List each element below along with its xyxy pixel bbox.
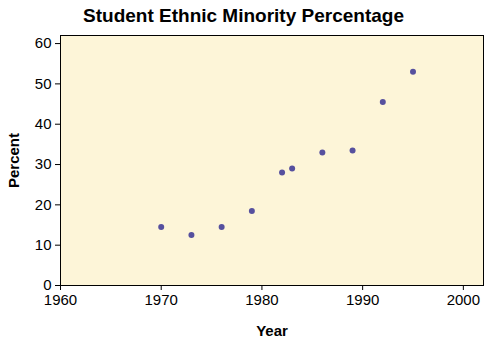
svg-text:2000: 2000 — [447, 291, 480, 308]
svg-text:Year: Year — [256, 322, 288, 339]
svg-text:60: 60 — [35, 34, 52, 51]
svg-text:0: 0 — [43, 276, 52, 294]
html-text:Student Ethnic Minority Percen: Student Ethnic Minority Percentage — [83, 5, 404, 26]
svg-text:10: 10 — [35, 236, 52, 253]
svg-text:20: 20 — [35, 196, 52, 213]
svg-text:1960: 1960 — [44, 291, 77, 308]
svg-text:40: 40 — [35, 115, 52, 132]
svg-text:Percent: Percent — [5, 133, 22, 188]
svg-text:1980: 1980 — [245, 291, 278, 308]
svg-text:1990: 1990 — [346, 291, 379, 308]
svg-text:1970: 1970 — [145, 291, 178, 308]
svg-text:50: 50 — [35, 75, 52, 92]
svg-text:30: 30 — [35, 155, 52, 172]
